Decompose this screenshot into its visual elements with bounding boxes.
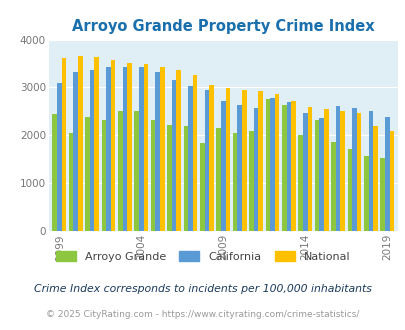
Bar <box>94 57 99 231</box>
Bar <box>388 130 393 231</box>
Bar <box>139 67 143 231</box>
Bar <box>347 149 351 231</box>
Bar <box>90 70 94 231</box>
Bar <box>339 112 344 231</box>
Bar <box>363 156 368 231</box>
Bar <box>274 94 279 231</box>
Bar <box>167 125 171 231</box>
Bar <box>372 126 377 231</box>
Bar <box>118 112 122 231</box>
Bar <box>237 105 241 231</box>
Bar <box>265 99 269 231</box>
Bar <box>351 108 356 231</box>
Bar <box>183 126 188 231</box>
Bar <box>134 112 139 231</box>
Bar <box>220 101 225 231</box>
Bar <box>188 85 192 231</box>
Bar <box>314 119 319 231</box>
Bar <box>192 76 197 231</box>
Title: Arroyo Grande Property Crime Index: Arroyo Grande Property Crime Index <box>72 19 374 34</box>
Bar <box>319 118 323 231</box>
Bar <box>57 83 62 231</box>
Bar <box>368 111 372 231</box>
Bar <box>160 67 164 231</box>
Bar <box>249 131 253 231</box>
Bar <box>78 56 83 231</box>
Bar <box>286 102 290 231</box>
Bar <box>73 72 78 231</box>
Bar <box>127 63 132 231</box>
Bar <box>111 60 115 231</box>
Legend: Arroyo Grande, California, National: Arroyo Grande, California, National <box>51 247 354 266</box>
Bar <box>302 113 307 231</box>
Bar <box>307 107 311 231</box>
Bar <box>171 80 176 231</box>
Bar <box>258 91 262 231</box>
Bar <box>379 158 384 231</box>
Bar <box>151 119 155 231</box>
Bar <box>281 105 286 231</box>
Text: © 2025 CityRating.com - https://www.cityrating.com/crime-statistics/: © 2025 CityRating.com - https://www.city… <box>46 311 359 319</box>
Bar <box>356 113 360 231</box>
Bar <box>384 116 388 231</box>
Bar <box>335 106 339 231</box>
Bar <box>69 133 73 231</box>
Bar <box>176 70 181 231</box>
Bar <box>209 84 213 231</box>
Bar <box>298 135 302 231</box>
Bar <box>330 143 335 231</box>
Bar <box>62 58 66 231</box>
Bar <box>323 110 328 231</box>
Bar <box>143 64 148 231</box>
Bar <box>216 128 220 231</box>
Bar <box>122 67 127 231</box>
Bar <box>52 114 57 231</box>
Bar <box>290 101 295 231</box>
Bar <box>155 72 160 231</box>
Bar <box>253 108 258 231</box>
Bar <box>85 117 90 231</box>
Text: Crime Index corresponds to incidents per 100,000 inhabitants: Crime Index corresponds to incidents per… <box>34 284 371 294</box>
Bar <box>106 67 111 231</box>
Bar <box>241 90 246 231</box>
Bar <box>101 119 106 231</box>
Bar <box>204 90 209 231</box>
Bar <box>269 98 274 231</box>
Bar <box>200 143 204 231</box>
Bar <box>225 88 230 231</box>
Bar <box>232 133 237 231</box>
